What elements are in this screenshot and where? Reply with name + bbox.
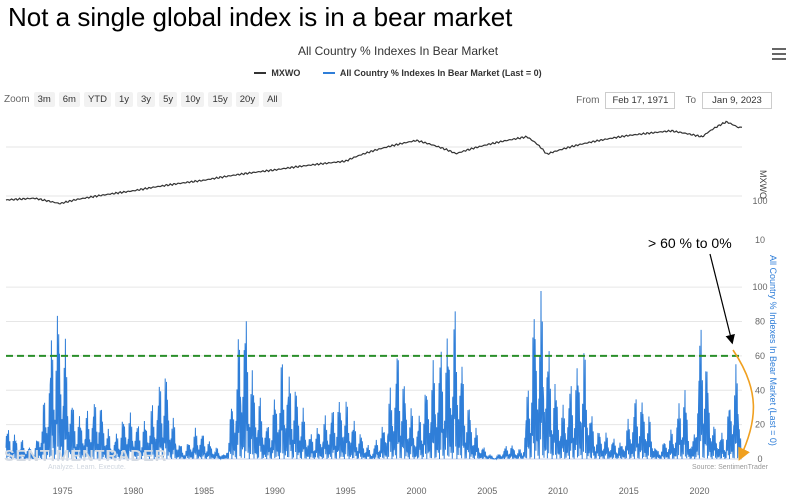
y-axis-label-mxwo: MXWO: [758, 170, 768, 199]
x-tick-label: 2015: [619, 486, 639, 496]
x-tick-label: 2010: [548, 486, 568, 496]
annotation-arrow-black: [709, 253, 735, 345]
x-tick-label: 1985: [194, 486, 214, 496]
annotation-text: > 60 % to 0%: [648, 235, 732, 251]
bear-market-line: [5, 290, 743, 461]
y-axis-tick-labels: 100 0 20 40 60 80 100 10: [752, 196, 767, 464]
zoom-button-15y[interactable]: 15y: [208, 92, 232, 107]
x-axis-tick-labels: 1975 1980 1985 1990 1995 2000 2005 2010 2015 2020: [53, 486, 710, 496]
grid-lines: [6, 146, 742, 460]
watermark-tagline: Analyze. Learn. Execute.: [48, 464, 126, 471]
headline: Not a single global index is in a bear m…: [8, 2, 513, 32]
legend-item-bear[interactable]: All Country % Indexes In Bear Market (La…: [322, 68, 542, 78]
x-tick-label: 1975: [53, 486, 73, 496]
annotation-arrow-orange: [732, 349, 755, 461]
y-tick-label-bear: 0: [757, 454, 762, 464]
legend: MXWO All Country % Indexes In Bear Marke…: [0, 66, 796, 78]
hamburger-menu-icon[interactable]: [772, 48, 786, 60]
to-date-input[interactable]: Jan 9, 2023: [702, 92, 772, 109]
zoom-button-ytd[interactable]: YTD: [83, 92, 111, 107]
from-date-input[interactable]: Feb 17, 1971: [605, 92, 676, 109]
zoom-button-all[interactable]: All: [263, 92, 282, 107]
y-tick-label-bear: 40: [755, 385, 765, 395]
y-tick-label-bear: 60: [755, 351, 765, 361]
mxwo-series: [5, 120, 743, 205]
legend-item-mxwo[interactable]: MXWO: [254, 68, 300, 78]
zoom-controls: Zoom 3m 6m YTD 1y 3y 5y 10y 15y 20y All: [4, 92, 282, 107]
source-note: Source: SentimenTrader: [692, 464, 768, 471]
y-tick-label-bear: 100: [752, 282, 767, 292]
y-tick-label-bear: 20: [755, 420, 765, 430]
date-range-controls: From Feb 17, 1971 To Jan 9, 2023: [576, 92, 772, 109]
zoom-button-20y[interactable]: 20y: [235, 92, 260, 107]
from-label: From: [576, 95, 600, 106]
zoom-button-3m[interactable]: 3m: [33, 92, 55, 107]
zoom-button-5y[interactable]: 5y: [159, 92, 178, 107]
zoom-button-6m[interactable]: 6m: [58, 92, 80, 107]
to-label: To: [685, 95, 696, 106]
annotation-arrows: [709, 253, 755, 461]
legend-swatch-mxwo: [254, 72, 267, 74]
zoom-label: Zoom: [4, 94, 30, 105]
zoom-button-1y[interactable]: 1y: [114, 92, 134, 107]
x-tick-label: 2020: [690, 486, 710, 496]
legend-swatch-bear: [322, 72, 335, 74]
x-tick-label: 1990: [265, 486, 285, 496]
x-tick-label: 2005: [477, 486, 497, 496]
x-tick-label: 1995: [336, 486, 356, 496]
chart-title: All Country % Indexes In Bear Market: [297, 44, 499, 58]
legend-label-mxwo: MXWO: [271, 68, 301, 78]
mxwo-line: [5, 120, 743, 205]
y-tick-label-bear: 80: [755, 317, 765, 327]
bear-market-series: [5, 290, 743, 461]
y-tick-label-bear-top: 10: [755, 235, 765, 245]
watermark-logo: SENTIMENTRADER: [4, 448, 168, 465]
x-tick-label: 1980: [123, 486, 143, 496]
y-axis-label-bear: All Country % Indexes In Bear Market (La…: [768, 255, 778, 446]
legend-label-bear: All Country % Indexes In Bear Market (La…: [339, 68, 542, 78]
x-tick-label: 2000: [406, 486, 426, 496]
zoom-button-3y[interactable]: 3y: [137, 92, 156, 107]
zoom-button-10y[interactable]: 10y: [181, 92, 205, 107]
y-tick-label-mxwo: 100: [752, 196, 767, 206]
